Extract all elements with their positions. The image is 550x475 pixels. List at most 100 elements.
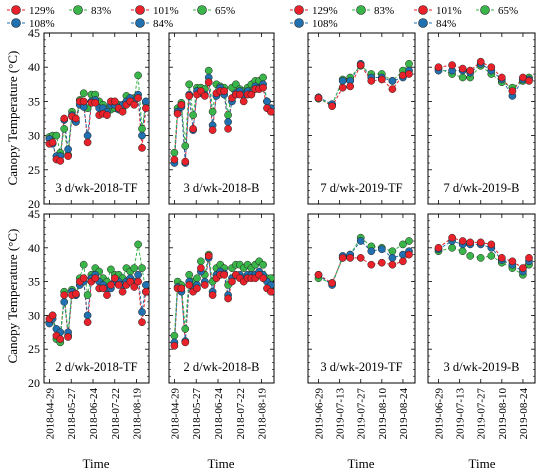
data-point bbox=[142, 104, 150, 113]
x-tick-label: 2018-04-29 bbox=[44, 388, 56, 440]
y-axis-label-bottom: Canopy Temperature (°C) bbox=[5, 229, 20, 364]
data-point bbox=[487, 240, 496, 249]
legend-item: 108% bbox=[7, 18, 55, 30]
data-point bbox=[189, 124, 197, 133]
data-point bbox=[130, 100, 139, 109]
data-point bbox=[185, 80, 194, 89]
x-tick-label: 2018-06-24 bbox=[213, 388, 225, 440]
y-tick-label: 20 bbox=[28, 197, 40, 211]
data-point bbox=[110, 97, 119, 106]
data-point bbox=[181, 142, 190, 150]
data-point bbox=[173, 109, 182, 118]
data-point bbox=[388, 254, 397, 262]
data-point bbox=[83, 138, 92, 147]
data-point bbox=[525, 254, 533, 262]
data-point bbox=[64, 152, 72, 160]
data-point bbox=[118, 287, 127, 296]
data-point bbox=[185, 281, 194, 289]
panel-label: 3 d/wk-2019-TF bbox=[320, 360, 402, 374]
data-point bbox=[138, 124, 146, 133]
y-tick-label: 25 bbox=[28, 163, 40, 177]
data-point bbox=[224, 124, 232, 133]
data-point bbox=[204, 252, 213, 260]
chart-panel: 20 25 30 35 40 45 3 d/wk-2018-TF bbox=[28, 26, 150, 211]
data-point bbox=[126, 277, 135, 286]
data-point bbox=[220, 87, 229, 95]
data-point bbox=[83, 131, 92, 140]
data-point bbox=[204, 66, 213, 75]
data-point bbox=[259, 83, 267, 92]
series-line bbox=[318, 240, 410, 286]
data-point bbox=[399, 240, 407, 249]
data-point bbox=[487, 252, 496, 260]
data-point bbox=[48, 138, 57, 147]
data-point bbox=[263, 97, 271, 106]
data-point bbox=[107, 281, 115, 289]
data-point bbox=[208, 291, 217, 299]
data-point bbox=[388, 85, 397, 93]
legend-label: 65% bbox=[215, 5, 235, 17]
data-point bbox=[79, 97, 88, 106]
data-point bbox=[83, 311, 92, 320]
y-tick-label: 30 bbox=[28, 129, 40, 143]
x-tick-label: 2018-05-27 bbox=[66, 388, 78, 440]
data-point bbox=[338, 254, 347, 262]
panel-label: 3 d/wk-2018-B bbox=[183, 181, 259, 195]
data-point bbox=[142, 281, 150, 289]
series-line bbox=[438, 247, 530, 276]
data-point bbox=[91, 98, 100, 107]
data-point bbox=[314, 94, 323, 102]
data-point bbox=[224, 118, 232, 126]
data-point bbox=[114, 281, 123, 289]
chart-panel: 20 25 30 35 40 45 2018-04-29 2018-05-27 2018-06-… bbox=[28, 207, 150, 440]
data-point bbox=[181, 338, 190, 347]
x-tick-label: 2019-08-24 bbox=[398, 388, 410, 440]
legend-item: 108% bbox=[290, 18, 338, 30]
data-point bbox=[56, 335, 65, 343]
data-point bbox=[377, 258, 386, 267]
x-tick-label: 2019-07-27 bbox=[356, 388, 368, 440]
legend: 129%108%83% 101%84%65% 129%108%83% 101%84%6… bbox=[7, 5, 518, 30]
x-tick-label: 2018-06-24 bbox=[88, 388, 100, 440]
series-line bbox=[318, 254, 410, 284]
data-point bbox=[64, 333, 72, 341]
data-point bbox=[134, 270, 142, 279]
legend-item: 84% bbox=[131, 18, 173, 30]
data-point bbox=[134, 240, 142, 249]
legend-item: 83% bbox=[69, 5, 111, 17]
data-point bbox=[130, 264, 139, 272]
data-point bbox=[142, 97, 150, 106]
legend-label: 101% bbox=[153, 5, 179, 17]
data-point bbox=[405, 59, 413, 68]
data-point bbox=[259, 73, 267, 82]
y-tick-label: 35 bbox=[28, 94, 40, 108]
data-point bbox=[338, 77, 347, 85]
data-point bbox=[458, 73, 467, 82]
data-point bbox=[197, 257, 205, 266]
data-point bbox=[388, 77, 397, 85]
data-point bbox=[328, 279, 336, 287]
data-point bbox=[170, 331, 179, 340]
legend-label: 65% bbox=[498, 5, 518, 17]
data-point bbox=[170, 148, 179, 157]
x-tick-label: 2018-08-19 bbox=[257, 388, 269, 440]
x-tick-label: 2019-08-10 bbox=[497, 388, 509, 440]
legend-item: 65% bbox=[193, 5, 235, 17]
data-point bbox=[267, 107, 275, 116]
y-tick-label: 20 bbox=[28, 376, 40, 390]
legend-item: 101% bbox=[131, 5, 179, 17]
data-point bbox=[405, 70, 413, 78]
data-point bbox=[181, 325, 190, 333]
data-point bbox=[367, 77, 376, 85]
data-point bbox=[208, 107, 217, 116]
legend-label: 84% bbox=[153, 18, 173, 30]
x-tick-label: 2019-07-27 bbox=[476, 388, 488, 440]
data-point bbox=[487, 63, 496, 72]
data-point bbox=[377, 75, 386, 84]
data-point bbox=[60, 114, 69, 123]
y-tick-label: 25 bbox=[28, 342, 40, 356]
legend-label: 83% bbox=[374, 5, 394, 17]
panel-frame bbox=[427, 213, 536, 384]
data-point bbox=[48, 311, 57, 320]
panel-label: 3 d/wk-2019-B bbox=[443, 360, 519, 374]
